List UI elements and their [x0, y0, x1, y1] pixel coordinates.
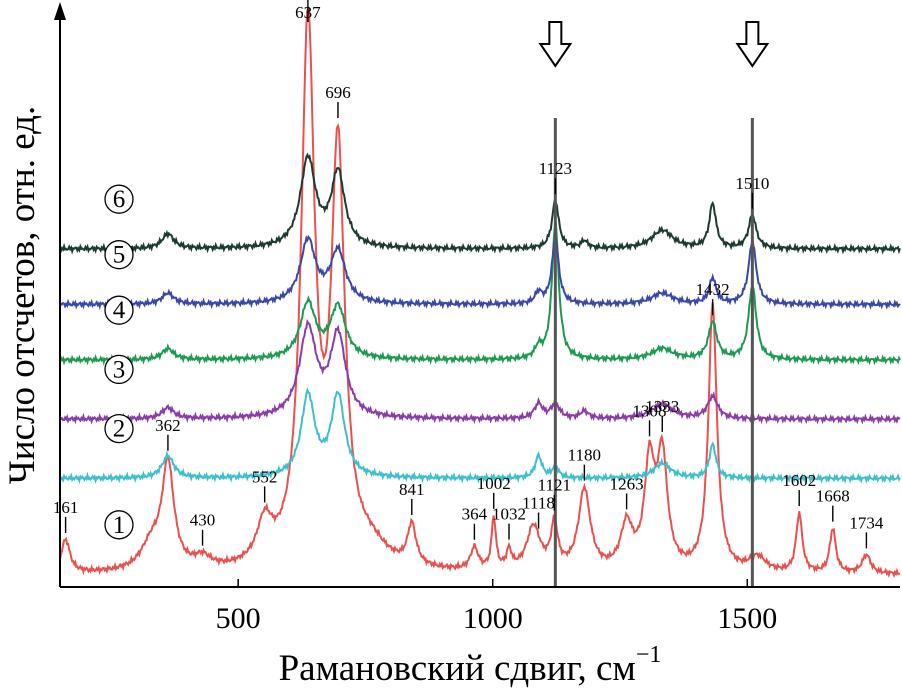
peak-label: 1118 [522, 494, 555, 513]
curve-number-label: 5 [113, 242, 126, 269]
y-axis-label: Число отсчетов, отн. ед. [2, 106, 43, 484]
curve-number-circle [104, 240, 134, 270]
peak-label: 364 [462, 505, 488, 524]
series-5-line [59, 234, 901, 311]
peak-label: 1123 [539, 159, 572, 178]
peak-label: 161 [53, 498, 79, 517]
down-arrow-icon [538, 21, 573, 68]
peak-label: 1432 [696, 280, 730, 299]
peak-label: 1002 [477, 474, 511, 493]
peak-label: 430 [190, 511, 216, 530]
series-1-line [59, 6, 901, 579]
series-3-line [59, 318, 901, 425]
curve-number-label: 3 [113, 356, 126, 383]
marker-lines-group [538, 21, 770, 587]
x-tick-label: 500 [216, 602, 261, 635]
curve-number-label: 4 [113, 297, 126, 324]
series-6-line [59, 152, 901, 255]
peak-label: 696 [325, 83, 351, 102]
peak-label: 1602 [782, 471, 816, 490]
peak-labels-group: 1613624305526376968413641002103211181121… [53, 0, 884, 549]
curve-number-label: 6 [113, 186, 126, 213]
peak-label: 1510 [735, 174, 769, 193]
axes-group: 500 1000 1500 [54, 2, 900, 635]
peak-label: 1734 [849, 513, 884, 532]
curve-number-circle [104, 413, 134, 444]
curve-numbers-group: 1 2 3 4 5 6 [104, 184, 134, 540]
curve-number-circle [104, 295, 134, 325]
peak-label: 1121 [538, 476, 571, 495]
series-2-line [59, 387, 901, 485]
peak-label: 1032 [492, 505, 526, 524]
peak-label: 841 [399, 480, 425, 499]
series-4-line [59, 222, 901, 366]
curve-number-circle [104, 184, 134, 214]
peak-label: 362 [155, 416, 181, 435]
down-arrow-icon [735, 21, 770, 68]
peak-label: 552 [252, 467, 278, 486]
x-tick-label: 1000 [463, 602, 523, 635]
curve-number-label: 1 [113, 512, 126, 539]
peak-label: 1180 [568, 446, 601, 465]
peak-label: 1263 [610, 474, 644, 493]
peak-label: 1333 [645, 397, 679, 416]
curves-group [59, 6, 901, 579]
curve-number-label: 2 [113, 416, 126, 443]
peak-label: 1308 [633, 401, 667, 420]
curve-number-circle [104, 510, 134, 540]
peak-label: 637 [295, 3, 321, 22]
curve-number-circle [104, 354, 134, 385]
y-axis-arrow-icon [54, 2, 66, 20]
peak-label: 1668 [816, 487, 850, 506]
x-tick-label: 1500 [717, 602, 777, 635]
x-axis-label: Рамановский сдвиг, см−1 [279, 642, 662, 689]
